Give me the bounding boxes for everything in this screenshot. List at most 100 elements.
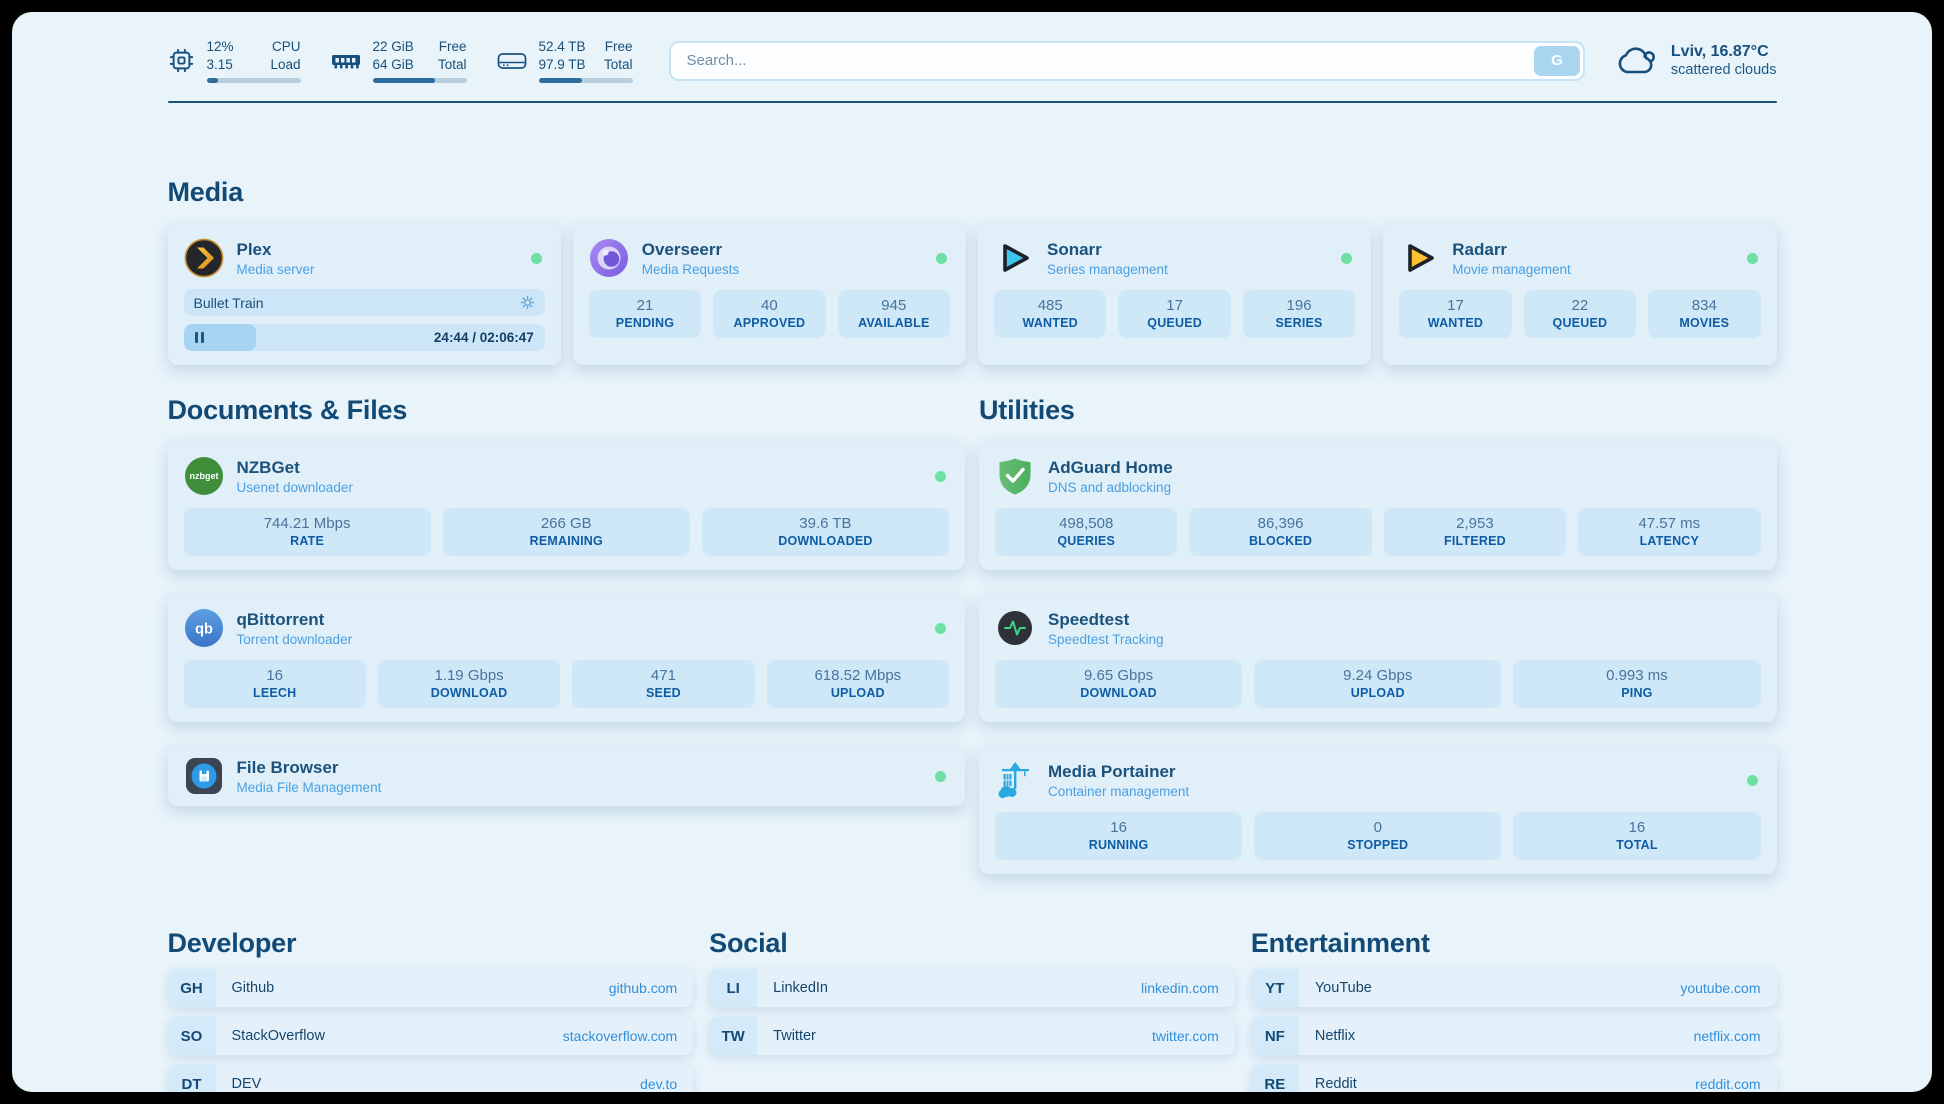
- stat-value: 0: [1373, 819, 1382, 837]
- bookmark-url[interactable]: dev.to: [640, 1076, 678, 1092]
- section-title-social: Social: [709, 928, 788, 959]
- service-card-filebrowser[interactable]: File Browser Media File Management: [167, 746, 965, 807]
- bookmark-url[interactable]: youtube.com: [1680, 980, 1761, 997]
- stat-value: 485: [1037, 297, 1063, 315]
- weather-condition: scattered clouds: [1670, 62, 1777, 79]
- plex-icon: [184, 238, 224, 278]
- stat-label: REMAINING: [529, 534, 603, 549]
- bookmark-url[interactable]: stackoverflow.com: [562, 1028, 678, 1045]
- service-card-speedtest[interactable]: Speedtest Speedtest Tracking 9.65 Gbps D…: [979, 594, 1777, 723]
- settings-icon[interactable]: [520, 295, 535, 310]
- service-card-radarr[interactable]: Radarr Movie management 17 WANTED 22 QUE…: [1383, 224, 1777, 366]
- stat-label: SERIES: [1275, 316, 1323, 331]
- cpu-icon: [168, 47, 195, 74]
- bookmark-url[interactable]: twitter.com: [1151, 1028, 1219, 1045]
- stat-label: WANTED: [1022, 316, 1078, 331]
- bookmark-name: StackOverflow: [231, 1028, 325, 1045]
- stat-box: 9.65 Gbps DOWNLOAD: [995, 660, 1243, 709]
- service-name: File Browser: [236, 757, 339, 777]
- bookmark-abbr: RE: [1250, 1065, 1299, 1092]
- status-dot: [935, 770, 946, 782]
- stat-value: 21: [636, 297, 654, 315]
- disk-label-1: Free: [604, 39, 633, 54]
- weather-widget[interactable]: Lviv, 16.87°C scattered clouds: [1615, 43, 1777, 78]
- bookmark-url[interactable]: netflix.com: [1693, 1028, 1761, 1045]
- bookmark-github[interactable]: GH Github github.com: [167, 969, 694, 1008]
- stat-label: FILTERED: [1444, 534, 1506, 549]
- stat-value: 2,953: [1456, 515, 1494, 533]
- search-provider-button[interactable]: G: [1533, 45, 1580, 76]
- service-card-plex[interactable]: Plex Media server Bullet Train: [167, 224, 561, 366]
- bookmark-youtube[interactable]: YT YouTube youtube.com: [1250, 969, 1777, 1008]
- stat-box: 498,508 QUERIES: [995, 508, 1178, 557]
- stat-box: 945 AVAILABLE: [837, 290, 951, 339]
- service-card-sonarr[interactable]: Sonarr Series management 485 WANTED 17 Q…: [978, 224, 1372, 366]
- stat-value: 945: [881, 297, 907, 315]
- stat-box: 16 LEECH: [183, 660, 366, 709]
- bookmark-url[interactable]: linkedin.com: [1141, 980, 1219, 997]
- stat-value: 17: [1447, 297, 1464, 315]
- speedtest-icon: [995, 608, 1035, 648]
- bookmark-abbr: DT: [167, 1065, 216, 1092]
- section-title-entertainment: Entertainment: [1250, 928, 1430, 959]
- service-card-overseerr[interactable]: Overseerr Media Requests 21 PENDING 40 A…: [572, 224, 966, 366]
- bookmark-twitter[interactable]: TW Twitter twitter.com: [709, 1017, 1235, 1056]
- stat-value: 618.52 Mbps: [814, 667, 902, 685]
- service-description: Usenet downloader: [236, 479, 353, 495]
- stat-label: PING: [1621, 686, 1653, 701]
- bookmark-reddit[interactable]: RE Reddit reddit.com: [1250, 1065, 1777, 1092]
- status-dot: [530, 252, 542, 264]
- bookmark-abbr: SO: [167, 1017, 216, 1056]
- sonarr-icon: [994, 238, 1034, 278]
- bookmark-url[interactable]: github.com: [608, 980, 678, 997]
- now-playing-title: Bullet Train: [193, 294, 264, 311]
- stat-box: 471 SEED: [572, 660, 755, 709]
- cpu-stat: 12% 3.15 CPU Load: [168, 38, 301, 84]
- service-description: Movie management: [1452, 261, 1571, 277]
- stat-label: UPLOAD: [1350, 686, 1405, 701]
- search-bar: G: [668, 40, 1585, 81]
- status-dot: [1341, 252, 1353, 264]
- stat-box: 266 GB REMAINING: [442, 508, 690, 557]
- dashboard-page: 12% 3.15 CPU Load: [12, 12, 1932, 1092]
- service-card-portainer[interactable]: Media Portainer Container management 16 …: [979, 746, 1777, 875]
- status-dot: [935, 622, 946, 634]
- service-name: Speedtest: [1048, 609, 1130, 629]
- bookmark-dev[interactable]: DT DEV dev.to: [167, 1065, 694, 1092]
- stat-label: MOVIES: [1679, 316, 1730, 331]
- stat-value: 16: [1110, 819, 1127, 837]
- stat-label: DOWNLOAD: [1080, 686, 1157, 701]
- service-card-qbittorrent[interactable]: qb qBittorrent Torrent downloader 16 LEE…: [167, 594, 965, 723]
- service-description: DNS and adblocking: [1048, 479, 1172, 495]
- service-card-nzbget[interactable]: nzbget NZBGet Usenet downloader 744.21 M…: [167, 442, 965, 571]
- search-input[interactable]: [668, 40, 1585, 81]
- bookmark-name: Netflix: [1314, 1028, 1356, 1045]
- radarr-icon: [1399, 238, 1439, 278]
- stat-value: 834: [1691, 297, 1717, 315]
- stat-label: BLOCKED: [1248, 534, 1313, 549]
- disk-free-value: 52.4 TB: [538, 39, 586, 54]
- ram-label-1: Free: [438, 39, 467, 54]
- cpu-label-2: Load: [270, 56, 301, 72]
- svg-text:nzbget: nzbget: [189, 471, 218, 481]
- stat-label: QUEUED: [1552, 316, 1608, 331]
- stat-box: 0.993 ms PING: [1513, 660, 1761, 709]
- stat-value: 498,508: [1059, 515, 1114, 533]
- bookmark-netflix[interactable]: NF Netflix netflix.com: [1250, 1017, 1777, 1056]
- bookmark-stackoverflow[interactable]: SO StackOverflow stackoverflow.com: [167, 1017, 694, 1056]
- bookmark-name: Twitter: [773, 1028, 816, 1045]
- status-dot: [1746, 252, 1758, 264]
- bookmark-url[interactable]: reddit.com: [1695, 1076, 1761, 1092]
- stat-box: 485 WANTED: [994, 290, 1107, 339]
- stat-label: WANTED: [1427, 316, 1484, 331]
- bookmark-abbr: LI: [709, 969, 758, 1008]
- stat-value: 471: [650, 667, 676, 685]
- stat-label: QUERIES: [1057, 534, 1116, 549]
- portainer-icon: [995, 760, 1035, 800]
- stat-label: LATENCY: [1639, 534, 1700, 549]
- stat-value: 22: [1571, 297, 1589, 315]
- stat-value: 40: [761, 297, 778, 315]
- stat-value: 47.57 ms: [1638, 515, 1701, 533]
- service-card-adguard[interactable]: AdGuard Home DNS and adblocking 498,508 …: [979, 442, 1777, 571]
- bookmark-linkedin[interactable]: LI LinkedIn linkedin.com: [709, 969, 1235, 1008]
